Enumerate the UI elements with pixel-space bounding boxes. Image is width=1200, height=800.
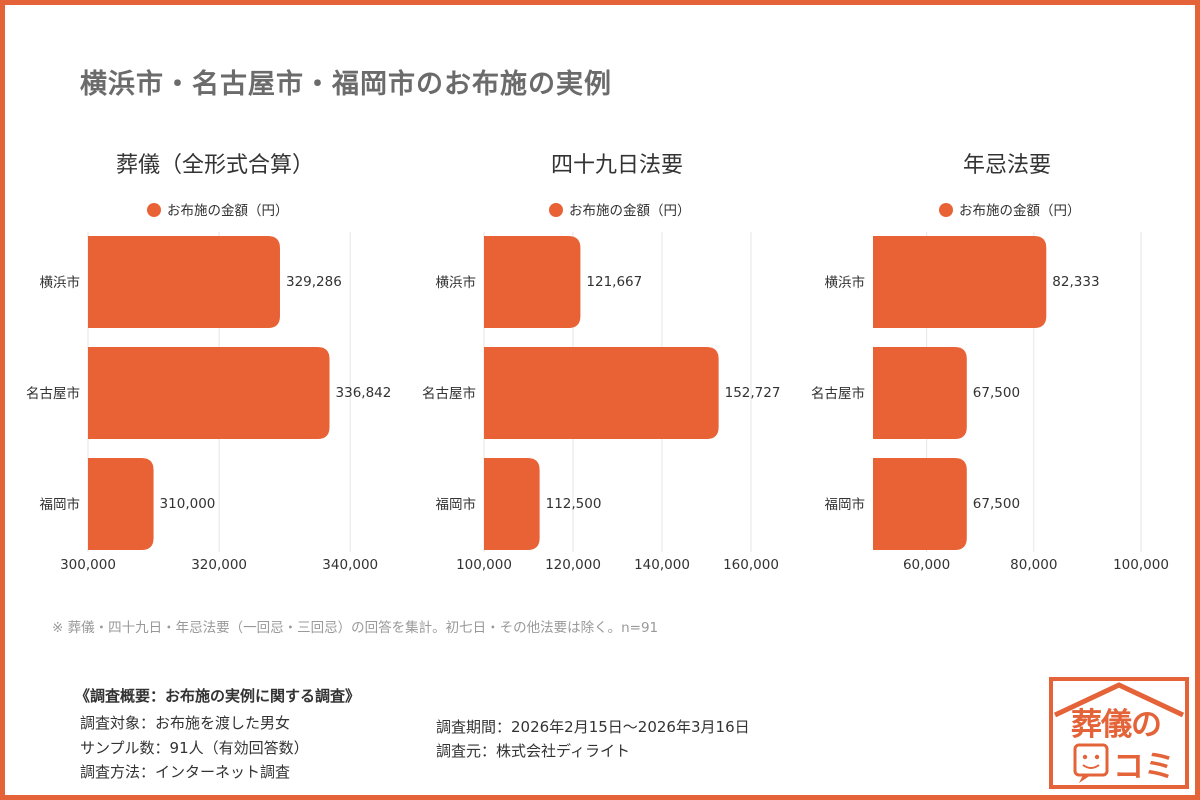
survey-method: 調査方法：インターネット調査	[80, 763, 291, 781]
data-label: 112,500	[546, 496, 602, 512]
x-tick-label: 80,000	[1010, 557, 1057, 573]
x-tick-label: 300,000	[60, 557, 116, 573]
bar	[484, 458, 540, 550]
x-tick-label: 140,000	[634, 557, 690, 573]
chart-title: 四十九日法要	[551, 153, 683, 178]
category-label: 横浜市	[436, 274, 477, 291]
site-logo: 葬儀の コミ	[1049, 677, 1189, 789]
legend-swatch	[549, 203, 563, 217]
x-tick-label: 100,000	[1113, 557, 1169, 573]
category-label: 横浜市	[40, 274, 81, 291]
data-label: 310,000	[160, 496, 216, 512]
survey-target: 調査対象：お布施を渡した男女	[80, 714, 291, 732]
legend-label: お布施の金額（円）	[959, 203, 1081, 219]
bar	[484, 236, 581, 328]
page-title: 横浜市・名古屋市・福岡市のお布施の実例	[80, 69, 612, 100]
x-tick-label: 100,000	[456, 557, 512, 573]
x-tick-label: 160,000	[723, 557, 779, 573]
category-label: 福岡市	[40, 496, 81, 513]
legend-swatch	[939, 203, 953, 217]
survey-sample: サンプル数：91人（有効回答数）	[80, 739, 309, 757]
category-label: 横浜市	[825, 274, 866, 291]
category-label: 福岡市	[436, 496, 477, 513]
chart-title: 年忌法要	[963, 153, 1051, 178]
x-tick-label: 60,000	[903, 557, 950, 573]
bar	[88, 236, 280, 328]
chart-title: 葬儀（全形式合算）	[116, 153, 314, 178]
x-tick-label: 320,000	[191, 557, 247, 573]
footnote: ※ 葬儀・四十九日・年忌法要（一回忌・三回忌）の回答を集計。初七日・その他法要は…	[52, 620, 659, 636]
bar	[873, 347, 967, 439]
survey-source: 調査元：株式会社ディライト	[436, 742, 630, 760]
x-tick-label: 120,000	[545, 557, 601, 573]
survey-period: 調査期間：2026年2月15日〜2026年3月16日	[436, 718, 750, 736]
data-label: 336,842	[336, 385, 392, 401]
logo-house-icon	[1049, 677, 1189, 789]
logo-text-sub: コミ	[1113, 749, 1175, 785]
category-label: 名古屋市	[422, 385, 476, 402]
legend-label: お布施の金額（円）	[167, 203, 289, 219]
bar	[873, 236, 1047, 328]
category-label: 名古屋市	[811, 385, 865, 402]
bar	[873, 458, 967, 550]
survey-heading: 《調査概要：お布施の実例に関する調査》	[75, 687, 361, 705]
legend-label: お布施の金額（円）	[569, 203, 691, 219]
data-label: 329,286	[286, 274, 342, 290]
bar	[484, 347, 719, 439]
data-label: 121,667	[586, 274, 642, 290]
logo-text-main: 葬儀の	[1071, 707, 1162, 743]
bar	[88, 347, 330, 439]
data-label: 152,727	[725, 385, 781, 401]
x-tick-label: 340,000	[322, 557, 378, 573]
data-label: 67,500	[973, 496, 1020, 512]
data-label: 67,500	[973, 385, 1020, 401]
bar	[88, 458, 154, 550]
legend-swatch	[147, 203, 161, 217]
data-label: 82,333	[1052, 274, 1099, 290]
category-label: 福岡市	[825, 496, 866, 513]
category-label: 名古屋市	[26, 385, 80, 402]
